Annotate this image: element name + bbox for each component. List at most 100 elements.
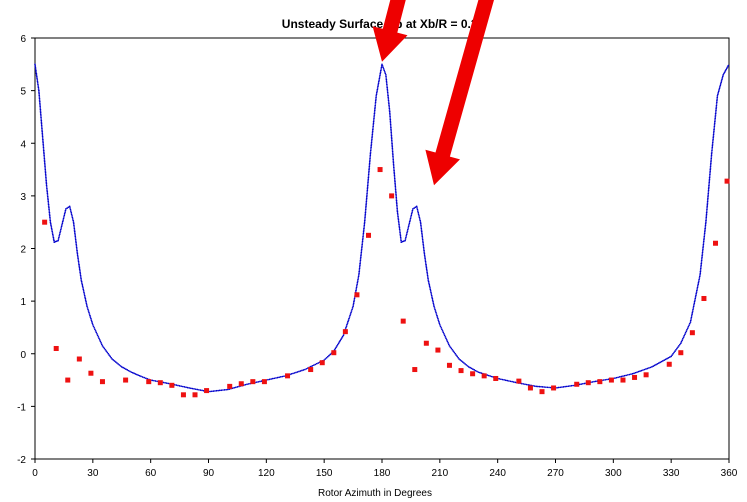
- data-marker: [123, 377, 129, 383]
- curve-point: [43, 162, 46, 165]
- curve-point: [361, 242, 364, 244]
- curve-point: [418, 216, 421, 219]
- data-marker: [53, 345, 59, 351]
- curve-point: [458, 358, 460, 360]
- curve-point: [101, 345, 104, 347]
- curve-point: [156, 380, 158, 383]
- curve-point: [594, 380, 597, 383]
- data-marker: [713, 240, 719, 246]
- curve-point: [244, 383, 247, 386]
- curve-point: [361, 240, 364, 243]
- curve-point: [716, 99, 718, 102]
- curve-point: [396, 210, 399, 213]
- curve-point: [365, 203, 367, 206]
- curve-point: [58, 235, 61, 237]
- curve-point: [226, 388, 229, 391]
- curve-point: [93, 326, 96, 329]
- curve-point: [438, 323, 441, 326]
- curve-point: [714, 117, 717, 120]
- curve-point: [715, 103, 718, 105]
- curve-point: [41, 137, 44, 139]
- curve-point: [695, 291, 698, 294]
- data-marker: [377, 167, 383, 173]
- curve-point: [419, 222, 422, 225]
- curve-point: [138, 374, 141, 377]
- curve-point: [359, 256, 362, 259]
- curve-point: [77, 260, 80, 263]
- curve-point: [620, 375, 623, 378]
- curve-point: [397, 220, 400, 223]
- curve-point: [298, 370, 300, 373]
- x-tick-label: 240: [489, 468, 506, 479]
- curve-point: [469, 366, 471, 369]
- curve-point: [708, 181, 711, 184]
- curve-point: [86, 307, 89, 309]
- curve-point: [41, 130, 44, 133]
- curve-point: [709, 167, 712, 169]
- curve-point: [697, 283, 700, 286]
- curve-point: [380, 66, 383, 69]
- curve-point: [68, 205, 71, 208]
- curve-point: [325, 356, 328, 359]
- curve-point: [639, 370, 641, 372]
- curve-point: [259, 380, 261, 383]
- curve-point: [110, 356, 112, 359]
- curve-point: [567, 385, 570, 388]
- curve-point: [392, 153, 394, 156]
- curve-point: [712, 136, 715, 139]
- curve-point: [708, 184, 710, 187]
- curve-point: [362, 232, 365, 235]
- curve-point: [390, 139, 393, 142]
- curve-point: [40, 121, 43, 124]
- curve-point: [659, 361, 662, 364]
- curve-point: [435, 313, 438, 315]
- curve-point: [701, 251, 704, 254]
- curve-point: [437, 319, 440, 322]
- data-marker: [354, 292, 360, 298]
- curve-point: [399, 230, 401, 232]
- curve-point: [376, 90, 378, 92]
- curve-point: [705, 214, 708, 217]
- curve-point: [417, 211, 420, 214]
- curve-point: [38, 89, 40, 92]
- curve-point: [353, 297, 356, 300]
- data-marker: [192, 392, 198, 398]
- curve-point: [363, 226, 365, 228]
- curve-point: [395, 196, 398, 199]
- curve-point: [108, 354, 111, 356]
- curve-point: [185, 386, 187, 389]
- curve-point: [391, 149, 394, 151]
- curve-point: [293, 372, 296, 374]
- curve-point: [183, 386, 186, 388]
- curve-point: [467, 366, 470, 368]
- curve-point: [583, 382, 586, 385]
- curve-point: [385, 82, 388, 84]
- curve-point: [346, 322, 349, 324]
- curve-point: [385, 75, 387, 78]
- curve-point: [456, 355, 459, 358]
- curve-point: [372, 122, 375, 125]
- curve-point: [684, 331, 687, 334]
- curve-point: [425, 263, 427, 266]
- curve-point: [396, 207, 399, 210]
- curve-point: [433, 307, 436, 309]
- curve-point: [400, 238, 402, 240]
- curve-point: [423, 252, 426, 255]
- curve-point: [390, 134, 393, 137]
- curve-point: [36, 80, 39, 83]
- curve-point: [48, 211, 51, 214]
- curve-point: [703, 232, 706, 235]
- curve-point: [393, 171, 396, 174]
- curve-point: [352, 302, 355, 305]
- curve-point: [356, 281, 359, 284]
- curve-point: [694, 296, 697, 298]
- curve-point: [71, 215, 73, 217]
- curve-point: [717, 92, 720, 94]
- curve-point: [710, 154, 713, 157]
- curve-point: [368, 168, 370, 171]
- curve-point: [82, 290, 85, 292]
- curve-point: [72, 222, 75, 225]
- curve-point: [44, 170, 47, 172]
- curve-point: [345, 326, 347, 329]
- curve-point: [711, 148, 713, 150]
